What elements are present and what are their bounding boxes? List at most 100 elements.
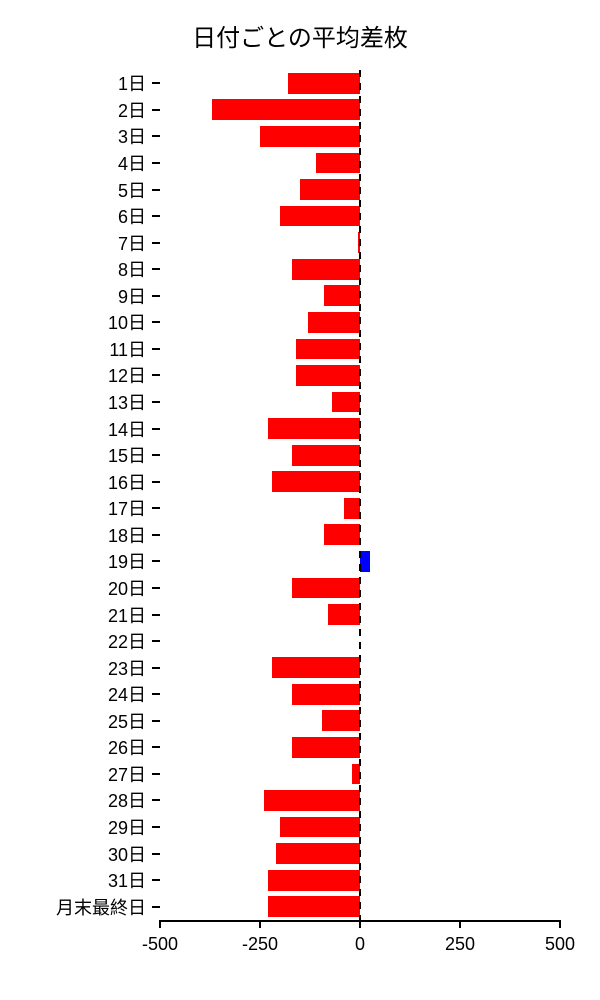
zero-line-segment (359, 96, 361, 103)
x-tick (159, 920, 161, 928)
y-tick (152, 826, 160, 828)
y-tick (152, 401, 160, 403)
zero-line-segment (359, 421, 361, 428)
y-tick-label: 31日 (0, 867, 146, 893)
bar-25 (322, 710, 360, 731)
zero-line-segment (359, 525, 361, 532)
bar-12 (296, 365, 360, 386)
bar-1 (288, 73, 360, 94)
zero-line-segment (359, 694, 361, 701)
zero-line-segment (359, 798, 361, 805)
bar-16 (272, 471, 360, 492)
plot-area (160, 70, 560, 920)
y-tick-label: 12日 (0, 362, 146, 388)
y-tick (152, 348, 160, 350)
x-tick-label: 500 (545, 934, 575, 955)
y-tick (152, 614, 160, 616)
zero-line-segment (359, 200, 361, 207)
zero-line-segment (359, 174, 361, 181)
y-tick-label: 26日 (0, 734, 146, 760)
bar-31 (268, 870, 360, 891)
zero-line-segment (359, 304, 361, 311)
zero-line-segment (359, 83, 361, 90)
zero-line-segment (359, 876, 361, 883)
y-tick-label: 19日 (0, 548, 146, 574)
zero-line-segment (359, 759, 361, 766)
y-tick-label: 15日 (0, 442, 146, 468)
bar-15 (292, 445, 360, 466)
bar-24 (292, 684, 360, 705)
y-tick-label: 10日 (0, 309, 146, 335)
bar-30 (276, 843, 360, 864)
y-tick-label: 29日 (0, 814, 146, 840)
zero-line-segment (359, 772, 361, 779)
x-tick-label: -250 (242, 934, 278, 955)
chart-title: 日付ごとの平均差枚 (0, 18, 600, 53)
zero-line-segment (359, 590, 361, 597)
y-tick (152, 82, 160, 84)
zero-line-segment (359, 538, 361, 545)
zero-line-segment (359, 681, 361, 688)
y-tick (152, 189, 160, 191)
zero-line-segment (359, 317, 361, 324)
x-tick (559, 920, 561, 928)
zero-line-segment (359, 629, 361, 636)
y-tick (152, 321, 160, 323)
y-tick-label: 2日 (0, 97, 146, 123)
zero-line-segment (359, 642, 361, 649)
y-tick (152, 215, 160, 217)
y-tick-label: 23日 (0, 655, 146, 681)
zero-line-segment (359, 408, 361, 415)
zero-line-segment (359, 395, 361, 402)
zero-line-segment (359, 863, 361, 870)
bar-29 (280, 817, 360, 838)
zero-line-segment (359, 577, 361, 584)
y-tick (152, 640, 160, 642)
zero-line-segment (359, 447, 361, 454)
bar-2 (212, 99, 360, 120)
y-tick (152, 560, 160, 562)
y-tick (152, 879, 160, 881)
y-tick (152, 242, 160, 244)
bar-9 (324, 285, 360, 306)
y-tick (152, 135, 160, 137)
y-tick (152, 109, 160, 111)
zero-line-segment (359, 707, 361, 714)
y-tick-label: 25日 (0, 708, 146, 734)
zero-line-segment (359, 720, 361, 727)
zero-line-segment (359, 122, 361, 129)
zero-line-segment (359, 889, 361, 896)
zero-line-segment (359, 148, 361, 155)
zero-line-segment (359, 603, 361, 610)
y-tick (152, 481, 160, 483)
y-tick (152, 667, 160, 669)
zero-line-segment (359, 239, 361, 246)
bar-8 (292, 259, 360, 280)
y-tick-label: 5日 (0, 177, 146, 203)
bar-19 (360, 551, 370, 572)
bar-20 (292, 578, 360, 599)
y-tick-label: 7日 (0, 230, 146, 256)
bar-11 (296, 339, 360, 360)
zero-line-segment (359, 668, 361, 675)
y-tick-label: 9日 (0, 283, 146, 309)
zero-line-segment (359, 837, 361, 844)
zero-line-segment (359, 434, 361, 441)
y-tick (152, 746, 160, 748)
chart-container: 日付ごとの平均差枚 1日2日3日4日5日6日7日8日9日10日11日12日13日… (0, 0, 600, 1000)
zero-line-segment (359, 213, 361, 220)
zero-line-segment (359, 356, 361, 363)
y-tick-label: 16日 (0, 469, 146, 495)
y-tick (152, 162, 160, 164)
y-tick-label: 20日 (0, 575, 146, 601)
y-tick-label: 18日 (0, 522, 146, 548)
y-tick (152, 773, 160, 775)
y-tick (152, 799, 160, 801)
x-tick-label: 250 (445, 934, 475, 955)
y-tick-label: 3日 (0, 123, 146, 149)
y-tick-label: 27日 (0, 761, 146, 787)
x-tick-label: -500 (142, 934, 178, 955)
zero-line-segment (359, 278, 361, 285)
zero-line-segment (359, 785, 361, 792)
y-tick-label: 17日 (0, 495, 146, 521)
